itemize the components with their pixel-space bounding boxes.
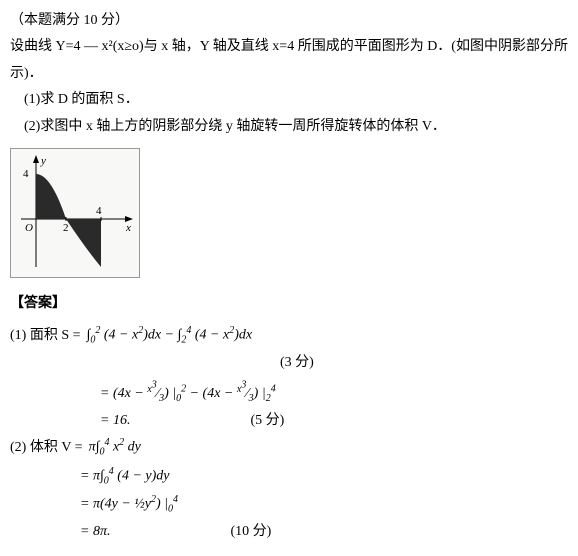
solution-2-step1: (2) 体积 V = π∫04 x2 dy (10, 435, 568, 460)
problem-line2: 示)． (10, 63, 568, 85)
solution-1-step2: = (4x − x3⁄3) |02 − (4x − x3⁄3) |24 (100, 377, 568, 407)
x-tick-2: 2 (63, 222, 69, 234)
problem-line1: 设曲线 Y=4 — x²(x≥o)与 x 轴，Y 轴及直线 x=4 所围成的平面… (10, 36, 568, 58)
solution-2-step4: = 8π. (10 分) (80, 521, 568, 543)
question-1: (1)求 D 的面积 S． (10, 89, 568, 111)
y-axis-label: y (40, 155, 46, 167)
question-2: (2)求图中 x 轴上方的阴影部分绕 y 轴旋转一周所得旋转体的体积 V． (10, 116, 568, 138)
x-axis-label: x (125, 222, 131, 234)
solution-1-step3: = 16. (5 分) (100, 410, 568, 432)
solution-1-score1: (3 分) (10, 352, 568, 374)
answer-header: 【答案】 (10, 293, 568, 315)
y-max-label: 4 (23, 168, 29, 180)
solution-2-step2: = π∫04 (4 − y)dy (80, 464, 568, 489)
problem-score-header: （本题满分 10 分） (10, 10, 568, 32)
solution-1-step1: (1) 面积 S = ∫02 (4 − x2)dx − ∫24 (4 − x2)… (10, 323, 568, 348)
shaded-region-figure: 4 2 4 O x y (10, 148, 140, 278)
x-tick-4: 4 (96, 205, 102, 217)
origin-label: O (25, 222, 33, 234)
solution-2-step3: = π(4y − ½y2) |04 (80, 492, 568, 517)
